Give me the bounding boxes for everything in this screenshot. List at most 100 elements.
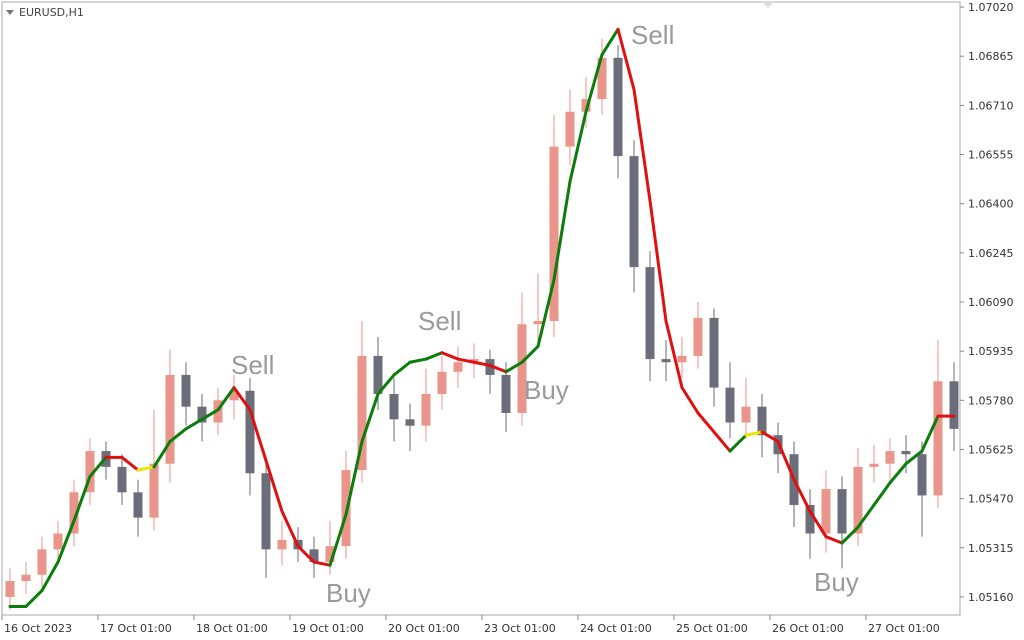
candle-body: [197, 406, 207, 423]
candle-body: [37, 549, 47, 575]
trend-segment: [424, 351, 444, 361]
candle-body: [5, 581, 15, 597]
trend-segment: [888, 462, 908, 485]
candle-body: [181, 374, 191, 407]
trend-segment: [696, 411, 716, 434]
y-tick-label: 1.06710: [968, 99, 1014, 112]
candle-body: [853, 466, 863, 534]
trend-segment: [776, 440, 796, 482]
x-tick-label: 18 Oct 01:00: [196, 622, 268, 635]
candle-body: [933, 381, 943, 496]
annotation: Buy: [326, 578, 371, 608]
trend-segment: [520, 344, 540, 364]
trend-segment: [536, 278, 556, 348]
trend-segment: [504, 360, 524, 374]
menu-arrow[interactable]: [6, 10, 14, 15]
candle-body: [709, 317, 719, 388]
trend-segment: [904, 449, 924, 466]
trend-segment: [376, 373, 396, 396]
candle-body: [53, 533, 63, 550]
candle-body: [757, 406, 767, 436]
trend-segment: [440, 351, 460, 361]
plot: [5, 27, 959, 610]
trend-segment: [712, 430, 732, 453]
candle-body: [453, 362, 463, 372]
trend-segment: [920, 414, 940, 453]
candle-body: [245, 390, 255, 474]
trend-segment: [472, 360, 492, 367]
candle-body: [661, 359, 671, 363]
trend-segment: [344, 440, 364, 516]
trend-segment: [552, 179, 572, 282]
candle-body: [21, 574, 31, 582]
trend-segment: [824, 535, 844, 545]
candle-body: [325, 546, 335, 563]
candle-body: [869, 463, 879, 467]
y-tick-label: 1.05160: [968, 591, 1014, 604]
candle-body: [581, 99, 591, 112]
trend-segment: [568, 110, 588, 183]
candle-body: [629, 156, 639, 268]
candle-body: [165, 374, 175, 464]
y-tick-label: 1.05935: [968, 345, 1014, 358]
candle-body: [261, 473, 271, 550]
x-tick-label: 23 Oct 01:00: [484, 622, 556, 635]
candle-body: [389, 393, 399, 420]
candle-body: [517, 324, 527, 413]
trend-segment: [264, 459, 284, 513]
trend-segment: [584, 53, 604, 114]
candle-body: [725, 387, 735, 423]
trend-segment: [760, 430, 780, 444]
trend-segment: [312, 560, 332, 567]
candle-body: [901, 451, 911, 455]
candle-body: [917, 454, 927, 496]
candle-body: [597, 57, 607, 100]
y-tick-label: 1.05780: [968, 394, 1014, 407]
trend-segment: [24, 589, 44, 608]
candle-body: [805, 504, 815, 534]
trend-segment: [632, 88, 652, 203]
candle-body: [741, 406, 751, 423]
y-tick-label: 1.06090: [968, 296, 1014, 309]
candle-body: [149, 463, 159, 518]
plot-frame: [1, 1, 961, 616]
trend-segment: [808, 509, 828, 539]
candle-body: [533, 321, 543, 325]
trend-segment: [248, 408, 268, 463]
candle-body: [117, 466, 127, 493]
annotation: Buy: [814, 567, 859, 597]
candle-body: [837, 489, 847, 534]
trend-segment: [392, 360, 412, 377]
candle-body: [821, 489, 831, 534]
trend-segment: [328, 512, 348, 567]
x-tick-label: 26 Oct 01:00: [772, 622, 844, 635]
candle-body: [405, 419, 415, 426]
trend-segment: [680, 386, 700, 415]
trend-segment: [40, 560, 60, 593]
trend-segment: [664, 319, 684, 390]
trend-segment: [56, 519, 76, 564]
candle-body: [69, 492, 79, 534]
shift-marker: [762, 2, 774, 8]
annotation: Sell: [418, 306, 461, 336]
trend-segment: [872, 481, 892, 507]
trend-segment: [120, 455, 140, 472]
trend-segment: [280, 509, 300, 548]
trend-segment: [232, 386, 252, 412]
candle-body: [693, 317, 703, 356]
trend-segment: [744, 430, 764, 437]
y-tick-label: 1.06400: [968, 198, 1014, 211]
trend-segment: [136, 465, 156, 472]
trend-segment: [152, 440, 172, 469]
trend-segment: [616, 27, 636, 92]
candle-body: [677, 355, 687, 363]
candle-body: [613, 57, 623, 157]
x-tick-label: 19 Oct 01:00: [292, 622, 364, 635]
candle-body: [229, 390, 239, 401]
candle-body: [437, 371, 447, 394]
trend-segment: [728, 433, 748, 453]
symbol-label: EURUSD,H1: [19, 6, 84, 19]
x-tick-label: 27 Oct 01:00: [868, 622, 940, 635]
